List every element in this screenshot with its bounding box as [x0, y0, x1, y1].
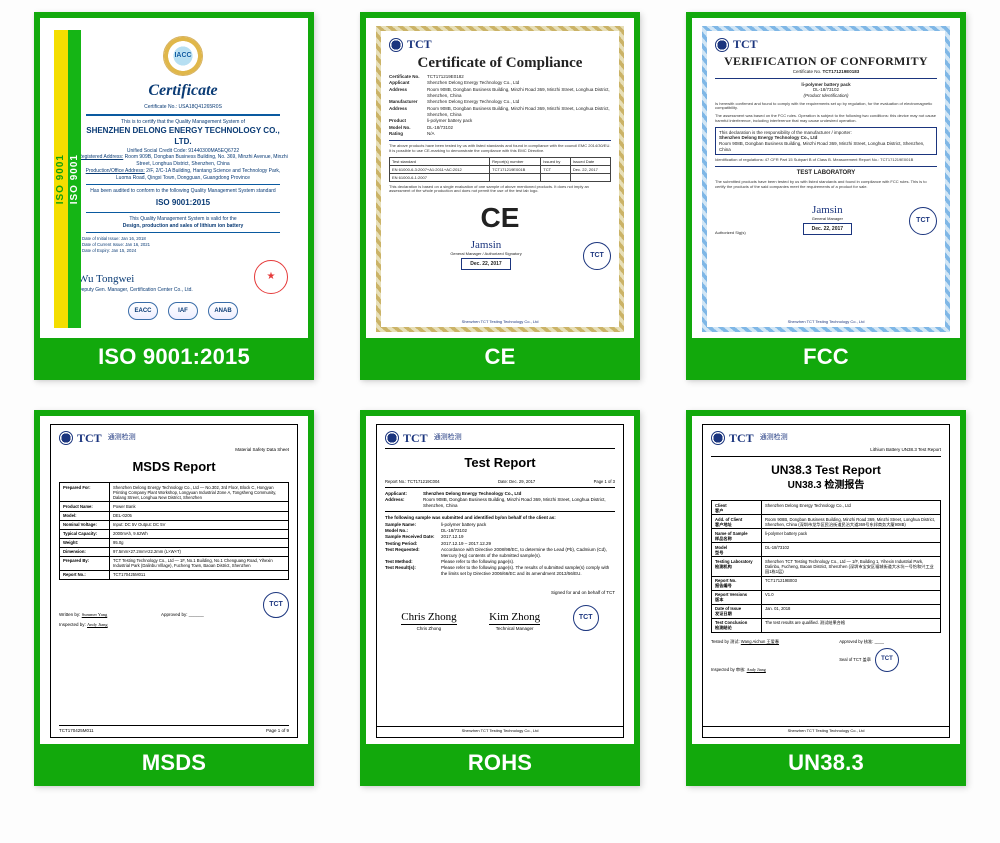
tct-logo-icon [59, 431, 73, 445]
tct-footer: Shenzhen TCT Testing Technology Co., Ltd [377, 726, 623, 734]
tct-footer: Shenzhen TCT Testing Technology Co., Ltd [703, 726, 949, 734]
un383-title: UN38.3 Test ReportUN38.3 检测报告 [711, 463, 941, 492]
iso-stripe-text-g: ISO 9001 [68, 154, 82, 204]
tct-org: TCT [77, 431, 102, 445]
iso-company: SHENZHEN DELONG ENERGY TECHNOLOGY CO., L… [78, 126, 288, 148]
cert-document-rohs: TCT通测检测 Test Report Report No.: TCT17121… [366, 416, 634, 744]
card-label-rohs: ROHS [366, 744, 634, 780]
cert-card-iso9001: ISO 9001 ISO 9001 Certificate Certificat… [34, 12, 314, 380]
cert-card-un383: TCT通测检测 Lithium Battery UN38.3 Test Repo… [686, 410, 966, 786]
ce-date: Dec. 22, 2017 [461, 258, 510, 270]
iacc-emblem-icon [163, 36, 203, 76]
fcc-date: Dec. 22, 2017 [803, 223, 852, 235]
tct-footer: Shenzhen TCT Testing Technology Co., Ltd [381, 319, 619, 324]
tct-stamp-icon: TCT [573, 605, 599, 631]
iso-accreditation-badges: EACC IAF ANAB [78, 302, 288, 320]
card-label-iso: ISO 9001:2015 [40, 338, 308, 374]
tct-org-cn: 通测检测 [760, 434, 788, 442]
card-label-msds: MSDS [40, 744, 308, 780]
certificate-grid: ISO 9001 ISO 9001 Certificate Certificat… [34, 12, 966, 786]
ce-title: Certificate of Compliance [389, 54, 611, 73]
badge-iaf: IAF [168, 302, 198, 320]
ce-standards-table: Test standardReport(s) numberIssued byIs… [389, 157, 611, 182]
iso-side-stripe: ISO 9001 ISO 9001 [54, 30, 72, 328]
tct-org-cn: 通测检测 [434, 434, 462, 442]
fcc-lab-heading: TEST LABORATORY [715, 170, 937, 178]
badge-eacc: EACC [128, 302, 158, 320]
cert-card-fcc: TCT VERIFICATION OF CONFORMITY Certifica… [686, 12, 966, 380]
badge-anab: ANAB [208, 302, 238, 320]
fcc-title: VERIFICATION OF CONFORMITY [715, 54, 937, 69]
red-seal-icon [254, 260, 288, 294]
cert-card-rohs: TCT通测检测 Test Report Report No.: TCT17121… [360, 410, 640, 786]
card-label-un383: UN38.3 [692, 744, 960, 780]
tct-org: TCT [729, 431, 754, 445]
cert-card-ce: TCT Certificate of Compliance Certificat… [360, 12, 640, 380]
tct-logo-icon [711, 431, 725, 445]
tct-logo-icon [715, 38, 729, 52]
card-label-ce: CE [366, 338, 634, 374]
tct-logo-icon [389, 38, 403, 52]
cert-card-msds: TCT通测检测 Material Safety Data Sheet MSDS … [34, 410, 314, 786]
iso-signer: Wu Tongwei [78, 272, 193, 287]
cert-document-fcc: TCT VERIFICATION OF CONFORMITY Certifica… [692, 18, 960, 338]
msds-title: MSDS Report [59, 459, 289, 475]
tct-stamp-icon: TCT [263, 592, 289, 618]
msds-table: Prepared For:Shenzhen Delong Energy Tech… [59, 482, 289, 579]
fcc-signer: Jamsin [803, 206, 852, 216]
tct-stamp-icon: TCT [909, 207, 937, 235]
iso-certno-label: Certificate No.: [144, 104, 177, 110]
cert-document-msds: TCT通测检测 Material Safety Data Sheet MSDS … [40, 416, 308, 744]
tct-org-cn: 通测检测 [108, 434, 136, 442]
iso-stripe-text-y: ISO 9001 [54, 154, 68, 204]
iso-standard: ISO 9001:2015 [78, 198, 288, 209]
iso-certno: USA18Q41265R0S [179, 104, 222, 110]
tct-stamp-icon: TCT [583, 242, 611, 270]
iso-intro: This is to certify that the Quality Mana… [78, 119, 288, 126]
tct-org: TCT [403, 431, 428, 445]
tct-org: TCT [407, 37, 432, 52]
cert-heading: Certificate [78, 80, 288, 102]
ce-signer: Jamsin [450, 241, 521, 251]
tct-org: TCT [733, 37, 758, 52]
msds-page: Page 1 of 9 [266, 728, 289, 733]
cert-document-iso: ISO 9001 ISO 9001 Certificate Certificat… [40, 18, 308, 338]
rohs-title: Test Report [385, 455, 615, 471]
tct-stamp-icon: TCT [875, 648, 899, 672]
tct-footer: Shenzhen TCT Testing Technology Co., Ltd [707, 319, 945, 324]
card-label-fcc: FCC [692, 338, 960, 374]
cert-document-ce: TCT Certificate of Compliance Certificat… [366, 18, 634, 338]
un383-table: Client 客户Shenzhen Delong Energy Technolo… [711, 500, 941, 633]
cert-document-un383: TCT通测检测 Lithium Battery UN38.3 Test Repo… [692, 416, 960, 744]
tct-logo-icon [385, 431, 399, 445]
ce-mark-icon: CE [481, 200, 520, 235]
